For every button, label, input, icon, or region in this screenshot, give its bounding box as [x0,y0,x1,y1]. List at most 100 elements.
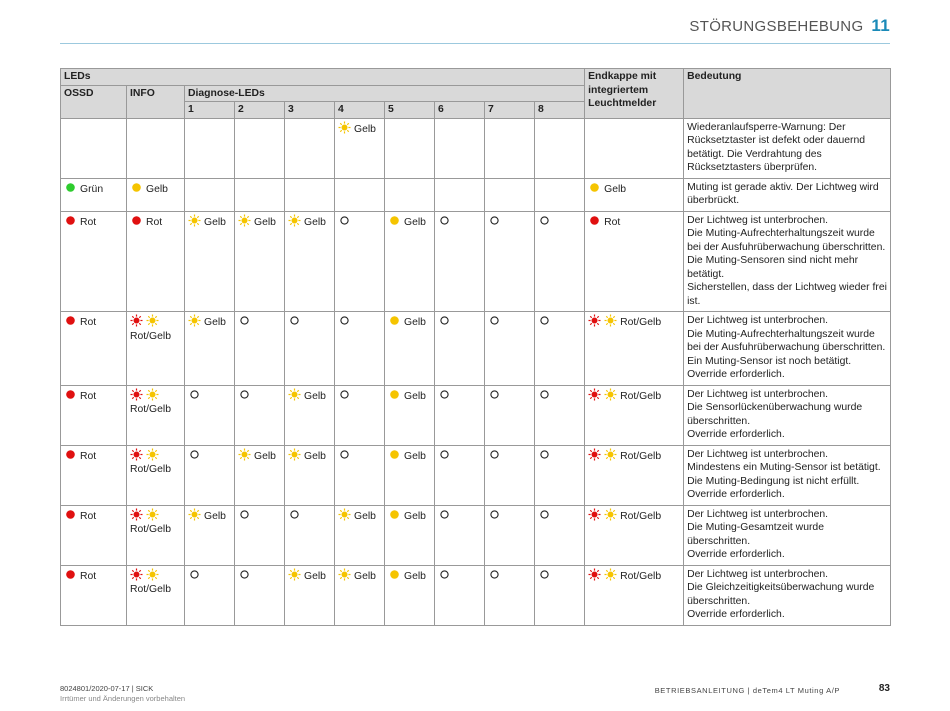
led-icon [604,448,617,460]
table-cell [234,384,285,446]
table-cell: Gelb [234,444,285,506]
table-cell [484,210,535,312]
table-cell: Rot [60,444,127,506]
table-cell [484,444,535,506]
led-state: Rot/Gelb [620,450,662,462]
meaning-line: Wiederanlaufsperre-Warnung: Der Rücksetz… [687,121,866,174]
table-cell [434,444,485,506]
led-icon [588,388,601,400]
led-state: Rot [80,510,97,522]
meaning-line: Der Lichtweg ist unterbrochen. [687,214,829,226]
led-icon [540,316,549,325]
table-cell: Gelb [384,504,435,566]
table-cell [184,444,235,506]
meaning-line: Die Muting-Aufrechterhaltungszeit wurde … [687,228,886,280]
led-icon [238,448,251,460]
meaning-line: Override erforderlich. [687,609,785,620]
table-cell [533,564,586,626]
led-icon [290,509,299,519]
section-title: STÖRUNGSBEHEBUNG [689,18,864,35]
header-cell: LEDs [59,68,586,86]
table-row: Rot Rot/Gelb Gelb Gelb Gelb Rot/Gelb Der Licht… [60,444,891,506]
meaning-line: Muting ist gerade aktiv. Der Lichtweg wi… [687,181,879,207]
table-cell: Rot/Gelb [584,564,685,626]
icon-group [130,448,181,464]
meaning-line: Der Lichtweg ist unterbrochen. [687,508,829,520]
meaning-cell: Der Lichtweg ist unterbrochen. Die Sensor… [683,384,891,446]
led-icon [130,314,143,327]
led-icon [188,508,201,520]
header-cell: 3 [284,101,335,119]
table-cell [484,564,535,626]
led-state: Gelb [204,510,226,522]
table-row: Rot Rot/Gelb Gelb Gelb Gelb Rot/Gelb Der Licht… [60,564,891,626]
header-cell: Bedeutung [683,68,891,119]
led-icon [590,182,599,192]
table-cell [434,384,485,446]
led-state: Gelb [354,570,376,582]
table-cell: Rot [60,210,127,312]
led-icon [490,569,499,579]
table-cell [126,117,185,179]
led-icon [540,449,549,459]
led-icon [66,389,75,399]
led-state: Rot/Gelb [620,510,662,522]
led-state: Gelb [304,390,326,402]
table-cell [234,177,285,212]
meaning-line: Die Muting-Aufrechterhaltungszeit wurde … [687,328,886,367]
led-icon [604,388,617,400]
led-state: Gelb [404,570,426,582]
led-icon [240,389,249,399]
table-row: Rot Rot/Gelb Gelb Gelb Rot/Gelb Der Lichtweg … [60,384,891,446]
table-cell [533,444,586,506]
led-state: Gelb [254,450,276,462]
led-state: Gelb [304,450,326,462]
table-cell [334,210,385,312]
header-cell: 6 [434,101,485,119]
meaning-line: Override erforderlich. [687,369,785,380]
meaning-line: Override erforderlich. [687,549,785,560]
table-cell [484,177,535,212]
table-cell: Rot/Gelb [584,444,685,506]
table-cell [284,177,335,212]
table-cell [533,384,586,446]
table-cell [484,384,535,446]
table-cell: Rot/Gelb [126,564,185,626]
table-cell: Gelb [284,384,335,446]
led-icon [146,388,159,400]
table-cell: Rot/Gelb [126,444,185,506]
led-icon [340,389,349,399]
led-state: Rot/Gelb [130,524,172,535]
table-cell [434,117,485,179]
led-icon [130,568,143,580]
meaning-line: Der Lichtweg ist unterbrochen. [687,388,829,400]
table-cell [60,117,127,179]
meaning-line: Mindestens ein Muting-Sensor ist betätig… [687,462,881,473]
meaning-line: Der Lichtweg ist unterbrochen. [687,568,829,580]
led-icon [288,568,301,580]
led-state: Rot/Gelb [620,390,662,402]
table-cell: Gelb [334,117,385,179]
table-cell: Gelb [584,177,685,212]
led-icon [66,182,75,192]
meaning-line: Die Muting-Bedingung ist nicht erfüllt. [687,475,860,487]
table-cell [234,564,285,626]
led-state: Gelb [604,183,627,195]
led-icon [338,121,351,133]
table-cell: Gelb [384,384,435,446]
led-state: Gelb [404,390,426,402]
table-cell [533,311,586,386]
led-icon [238,214,251,226]
table-cell: Gelb [184,210,235,312]
table-cell [234,311,285,386]
led-state: Rot [604,216,621,228]
table-cell [334,384,385,446]
led-state: Rot [80,216,97,228]
meaning-cell: Wiederanlaufsperre-Warnung: Der Rücksetz… [683,117,891,179]
led-icon [440,316,449,325]
led-icon [390,215,399,225]
led-icon [440,389,449,399]
led-icon [588,508,601,520]
led-state: Gelb [354,510,376,522]
